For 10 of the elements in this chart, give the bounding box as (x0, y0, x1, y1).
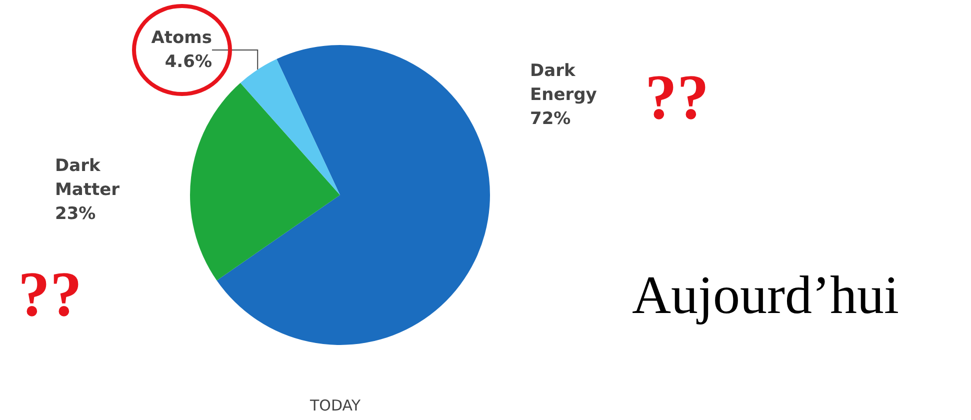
data-label: 4.6% (164, 52, 212, 72)
slice-label: Dark Energy (530, 61, 597, 105)
text: Aujourd’hui (632, 265, 899, 325)
text: ?? (645, 62, 709, 132)
text: ?? (18, 258, 82, 330)
data-label: 72% (530, 109, 571, 129)
data-label: 23% (55, 204, 96, 224)
slice-label: Atoms (151, 28, 212, 48)
text: TODAY (309, 396, 362, 414)
slice-label: Dark Matter (55, 156, 120, 200)
